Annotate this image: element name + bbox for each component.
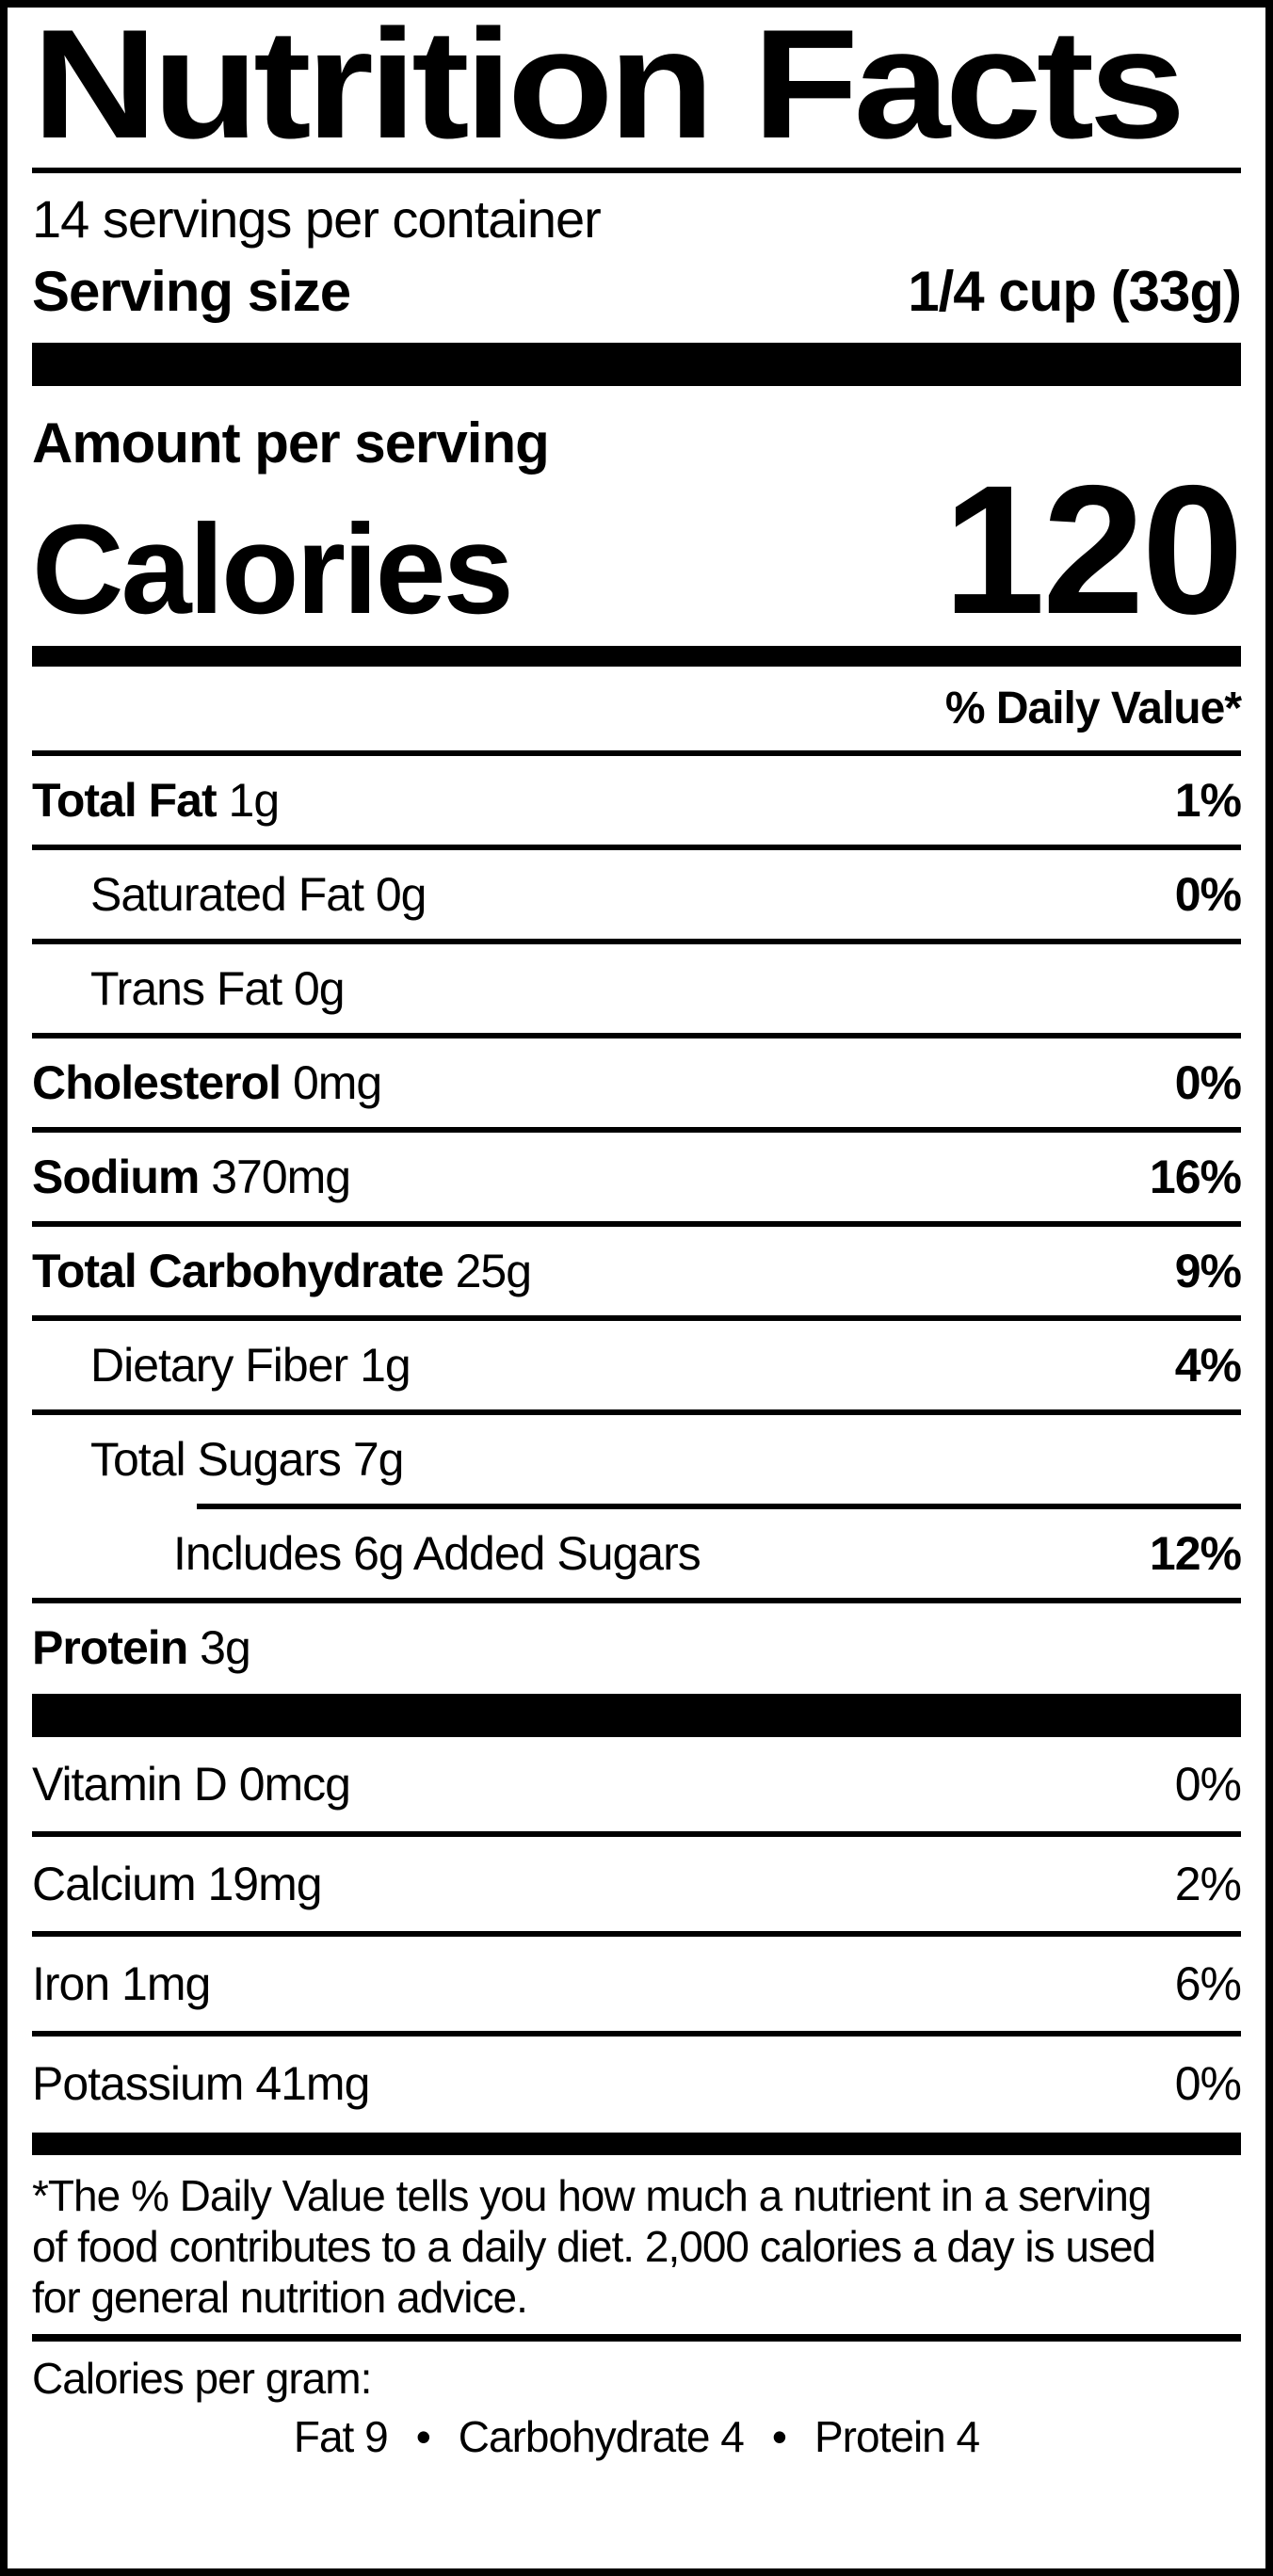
bullet-separator: • xyxy=(415,2412,431,2462)
vitamin-percent: 6% xyxy=(1174,1956,1242,2010)
label-title: Nutrition Facts xyxy=(32,0,1185,170)
nutrient-label: Cholesterol 0mg xyxy=(32,1055,382,1110)
thick-separator-bar-middle xyxy=(32,1693,1241,1737)
vitamin-percent: 2% xyxy=(1174,1857,1242,1910)
vitamin-row: Calcium 19mg 2% xyxy=(32,1837,1242,1931)
vitamin-percent: 0% xyxy=(1174,2056,1242,2110)
row-divider xyxy=(197,1503,1241,1509)
nutrient-row: Dietary Fiber 1g 4% xyxy=(32,1321,1242,1409)
nutrient-amount: 370mg xyxy=(199,1150,351,1203)
serving-size-label: Serving size xyxy=(32,259,351,323)
nutrient-label: Total Sugars 7g xyxy=(90,1432,405,1487)
calories-per-gram-item: Protein 4 xyxy=(814,2412,980,2462)
nutrient-row: Trans Fat 0g xyxy=(32,944,1241,1033)
row-divider xyxy=(32,1032,1241,1038)
nutrient-amount: 1g xyxy=(216,773,281,827)
nutrient-name: Dietary Fiber xyxy=(90,1338,348,1392)
vitamin-name-amount: Vitamin D 0mcg xyxy=(32,1757,351,1811)
nutrient-label: Total Carbohydrate 25g xyxy=(32,1244,532,1298)
nutrient-label: Trans Fat 0g xyxy=(90,961,346,1016)
calories-label: Calories xyxy=(32,497,514,640)
nutrient-row: Protein 3g xyxy=(32,1603,1241,1692)
row-divider xyxy=(32,844,1241,850)
nutrient-label: Dietary Fiber 1g xyxy=(90,1338,411,1393)
nutrient-row: Total Sugars 7g xyxy=(32,1415,1241,1504)
nutrient-name: Total Carbohydrate xyxy=(32,1244,444,1297)
calories-per-gram-item: Carbohydrate 4 xyxy=(458,2412,745,2462)
nutrient-row: Saturated Fat 0g 0% xyxy=(32,850,1242,939)
nutrient-name: Trans Fat xyxy=(90,961,282,1015)
nutrient-amount: 0g xyxy=(363,867,427,921)
thick-separator-bar-top xyxy=(32,342,1241,386)
nutrient-percent: 4% xyxy=(1174,1338,1242,1392)
nutrient-percent: 9% xyxy=(1174,1244,1242,1297)
nutrient-percent: 0% xyxy=(1174,867,1242,921)
calories-value: 120 xyxy=(943,446,1244,652)
daily-value-header: % Daily Value* xyxy=(944,683,1242,733)
nutrient-name: Total Sugars xyxy=(90,1432,342,1486)
row-divider xyxy=(32,1409,1241,1415)
nutrient-rows: Total Fat 1g 1% Saturated Fat 0g 0% Trans Fa… xyxy=(32,749,1242,1692)
nutrient-amount: 1g xyxy=(347,1338,411,1392)
nutrient-percent: 16% xyxy=(1149,1150,1242,1203)
nutrient-label: Saturated Fat 0g xyxy=(90,867,427,922)
row-divider xyxy=(32,1830,1241,1837)
nutrient-amount: 0mg xyxy=(281,1055,382,1109)
nutrient-name: Cholesterol xyxy=(32,1055,282,1109)
medium-separator-bar-bottom xyxy=(32,2132,1241,2155)
nutrient-percent: 0% xyxy=(1174,1055,1242,1109)
vitamin-row: Iron 1mg 6% xyxy=(32,1937,1242,2031)
nutrient-name: Total Fat xyxy=(32,773,218,827)
calories-row: Calories 120 xyxy=(32,446,1244,652)
calories-per-gram-label: Calories per gram: xyxy=(32,2354,372,2404)
nutrient-label: Sodium 370mg xyxy=(32,1150,351,1204)
calories-per-gram-values: Fat 9 • Carbohydrate 4 • Protein 4 xyxy=(32,2411,1241,2462)
calories-per-gram-item: Fat 9 xyxy=(293,2412,389,2462)
serving-size-value: 1/4 cup (33g) xyxy=(908,259,1242,323)
vitamin-name-amount: Iron 1mg xyxy=(32,1956,211,2010)
row-divider xyxy=(32,1220,1241,1227)
nutrient-amount: 25g xyxy=(443,1244,532,1297)
row-divider xyxy=(32,1930,1241,1937)
nutrient-label: Total Fat 1g xyxy=(32,773,281,828)
vitamin-name-amount: Potassium 41mg xyxy=(32,2056,370,2110)
nutrient-row: Cholesterol 0mg 0% xyxy=(32,1038,1242,1127)
row-divider xyxy=(32,2030,1241,2037)
row-divider xyxy=(32,938,1241,944)
daily-value-footnote: *The % Daily Value tells you how much a … xyxy=(32,2170,1156,2323)
nutrient-amount: 3g xyxy=(187,1620,251,1674)
row-divider xyxy=(32,1314,1241,1321)
vitamin-rows: Vitamin D 0mcg 0% Calcium 19mg 2% Iron 1mg 6%… xyxy=(32,1737,1242,2131)
nutrient-name: Includes 6g Added Sugars xyxy=(173,1526,701,1580)
row-divider xyxy=(32,1126,1241,1133)
nutrient-label: Includes 6g Added Sugars xyxy=(173,1526,701,1581)
vitamin-row: Potassium 41mg 0% xyxy=(32,2037,1242,2131)
footnote-divider xyxy=(32,2334,1241,2343)
nutrient-row: Total Fat 1g 1% xyxy=(32,756,1242,845)
vitamin-percent: 0% xyxy=(1174,1757,1242,1811)
nutrient-percent: 12% xyxy=(1149,1526,1242,1580)
nutrient-row: Total Carbohydrate 25g 9% xyxy=(32,1227,1242,1315)
nutrient-amount: 7g xyxy=(340,1432,405,1486)
nutrient-label: Protein 3g xyxy=(32,1620,251,1675)
nutrient-amount: 0g xyxy=(282,961,346,1015)
amount-per-serving-label: Amount per serving xyxy=(32,411,550,475)
title-divider xyxy=(32,167,1241,173)
row-divider xyxy=(32,749,1241,756)
row-divider xyxy=(32,1597,1241,1603)
nutrient-percent: 1% xyxy=(1174,773,1242,827)
serving-size-row: Serving size 1/4 cup (33g) xyxy=(32,259,1242,324)
nutrient-row: Sodium 370mg 16% xyxy=(32,1133,1242,1221)
vitamin-name-amount: Calcium 19mg xyxy=(32,1857,323,1910)
vitamin-row: Vitamin D 0mcg 0% xyxy=(32,1737,1242,1831)
nutrient-name: Protein xyxy=(32,1620,188,1674)
medium-separator-bar xyxy=(32,645,1241,667)
nutrient-name: Sodium xyxy=(32,1150,200,1203)
servings-per-container: 14 servings per container xyxy=(32,188,602,249)
nutrient-row: Includes 6g Added Sugars 12% xyxy=(32,1509,1242,1598)
nutrient-name: Saturated Fat xyxy=(90,867,364,921)
bullet-separator: • xyxy=(771,2412,787,2462)
